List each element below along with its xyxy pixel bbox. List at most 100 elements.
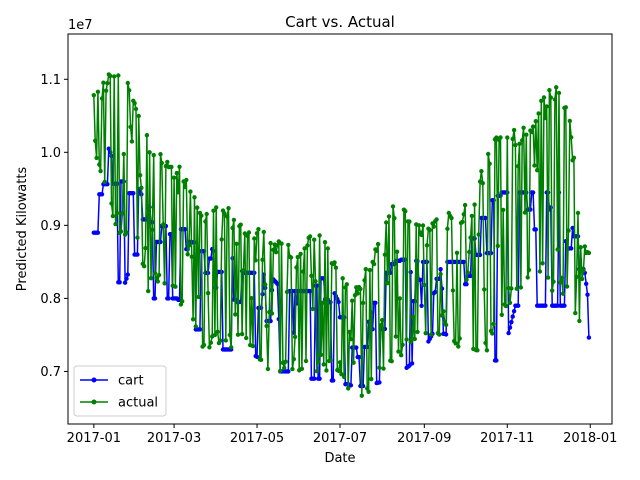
data-point-actual bbox=[235, 332, 241, 337]
data-point-actual bbox=[480, 181, 485, 186]
data-point-actual bbox=[135, 235, 140, 240]
data-point-actual bbox=[152, 271, 158, 276]
y-offset-label: 1e7 bbox=[68, 18, 93, 33]
data-point-actual bbox=[449, 215, 454, 221]
data-point-actual bbox=[239, 331, 245, 337]
data-point-cart bbox=[197, 327, 203, 332]
data-point-actual bbox=[124, 230, 129, 235]
data-point-actual bbox=[552, 97, 558, 102]
data-point-cart bbox=[438, 267, 443, 272]
data-point-actual bbox=[381, 366, 386, 371]
data-point-actual bbox=[443, 322, 449, 328]
data-point-cart bbox=[95, 230, 101, 235]
data-point-actual bbox=[275, 243, 280, 248]
data-point-actual bbox=[529, 129, 534, 135]
data-point-actual bbox=[186, 243, 192, 248]
data-point-actual bbox=[294, 265, 299, 270]
data-point-cart bbox=[511, 309, 517, 314]
data-point-actual bbox=[457, 336, 462, 341]
data-point-actual bbox=[555, 247, 560, 252]
data-point-actual bbox=[150, 227, 155, 232]
data-point-actual bbox=[445, 226, 450, 231]
data-point-actual bbox=[490, 331, 495, 336]
data-point-actual bbox=[109, 201, 114, 206]
data-point-cart bbox=[254, 354, 260, 359]
data-point-actual bbox=[573, 310, 578, 316]
data-point-actual bbox=[339, 372, 344, 377]
data-point-actual bbox=[465, 270, 470, 275]
data-point-actual bbox=[419, 232, 424, 238]
legend-marker-actual bbox=[91, 399, 97, 405]
data-point-actual bbox=[574, 274, 579, 280]
data-point-actual bbox=[434, 217, 439, 222]
data-point-actual bbox=[295, 254, 300, 260]
data-point-actual bbox=[258, 357, 264, 362]
data-point-actual bbox=[532, 163, 537, 168]
data-point-actual bbox=[184, 177, 189, 183]
data-point-actual bbox=[348, 337, 354, 342]
data-point-actual bbox=[367, 267, 373, 273]
data-point-cart bbox=[506, 330, 511, 336]
data-point-actual bbox=[189, 254, 194, 259]
data-point-actual bbox=[318, 352, 324, 357]
data-point-actual bbox=[278, 368, 283, 374]
data-point-actual bbox=[321, 362, 326, 367]
data-point-actual bbox=[475, 348, 480, 353]
data-point-actual bbox=[151, 152, 156, 158]
data-point-actual bbox=[254, 231, 260, 236]
data-point-actual bbox=[320, 300, 325, 305]
data-point-cart bbox=[584, 281, 589, 286]
data-point-actual bbox=[340, 276, 345, 281]
data-point-actual bbox=[263, 282, 268, 287]
data-point-actual bbox=[162, 281, 167, 286]
data-point-actual bbox=[476, 232, 481, 237]
x-tick-label: 2017-05 bbox=[230, 431, 284, 446]
data-point-actual bbox=[101, 80, 106, 85]
data-point-actual bbox=[195, 205, 200, 210]
data-point-actual bbox=[241, 268, 246, 273]
data-point-actual bbox=[196, 294, 201, 300]
data-point-actual bbox=[333, 265, 339, 270]
data-point-actual bbox=[479, 169, 484, 174]
data-point-actual bbox=[102, 179, 107, 185]
data-point-actual bbox=[524, 132, 529, 137]
data-point-actual bbox=[431, 224, 436, 229]
data-point-actual bbox=[551, 279, 556, 284]
data-point-actual bbox=[190, 317, 196, 322]
data-point-actual bbox=[575, 210, 581, 216]
data-point-actual bbox=[174, 170, 179, 176]
data-point-cart bbox=[433, 289, 438, 295]
data-point-actual bbox=[219, 237, 224, 242]
legend: cart actual bbox=[73, 365, 167, 417]
data-point-actual bbox=[261, 229, 266, 235]
data-point-actual bbox=[159, 160, 164, 166]
data-point-actual bbox=[484, 348, 490, 353]
data-point-actual bbox=[347, 329, 352, 335]
data-point-actual bbox=[374, 248, 379, 253]
data-point-actual bbox=[501, 207, 506, 213]
data-point-actual bbox=[366, 389, 371, 394]
data-point-actual bbox=[227, 332, 232, 338]
x-tick-label: 2017-03 bbox=[147, 431, 201, 446]
data-point-cart bbox=[152, 296, 158, 301]
data-point-cart bbox=[317, 376, 322, 381]
data-point-actual bbox=[97, 162, 102, 167]
data-point-actual bbox=[396, 349, 401, 354]
data-point-actual bbox=[269, 311, 275, 316]
data-point-actual bbox=[143, 245, 148, 251]
data-point-actual bbox=[422, 282, 427, 288]
data-point-actual bbox=[108, 73, 113, 79]
data-point-actual bbox=[230, 225, 235, 231]
x-tick-label: 2017-07 bbox=[313, 431, 367, 446]
data-point-actual bbox=[265, 366, 271, 372]
data-point-actual bbox=[505, 135, 510, 140]
data-point-actual bbox=[309, 273, 314, 278]
data-point-actual bbox=[116, 73, 121, 78]
data-point-actual bbox=[133, 106, 139, 112]
data-point-actual bbox=[516, 164, 521, 169]
data-point-actual bbox=[120, 211, 125, 216]
data-point-actual bbox=[199, 213, 204, 218]
data-point-actual bbox=[171, 175, 177, 180]
data-point-actual bbox=[305, 243, 310, 248]
data-point-actual bbox=[273, 250, 279, 255]
